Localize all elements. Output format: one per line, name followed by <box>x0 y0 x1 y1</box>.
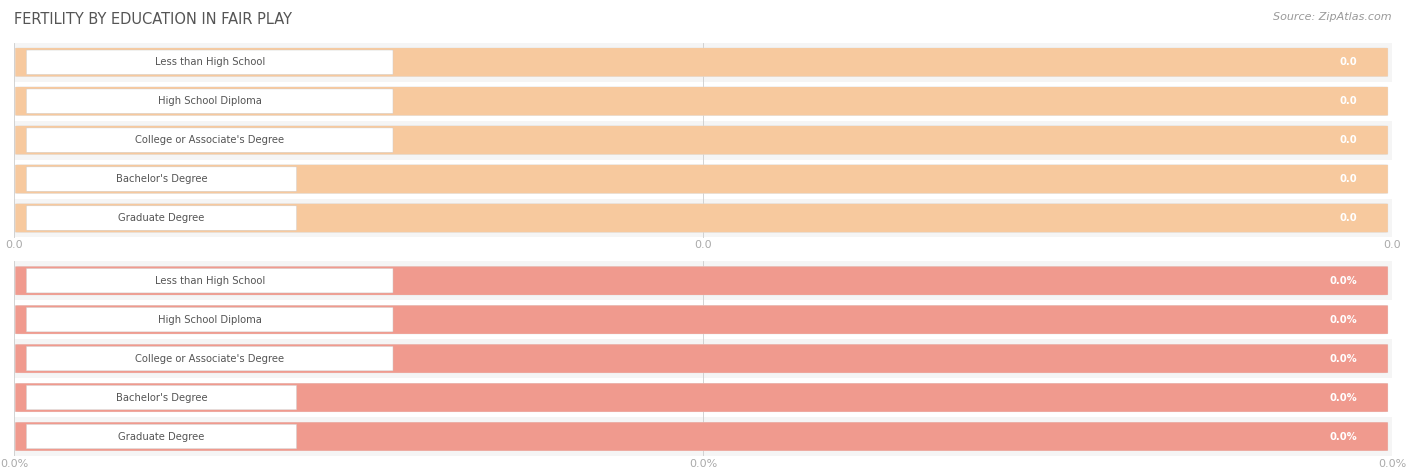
Text: 0.0: 0.0 <box>1340 174 1358 184</box>
FancyBboxPatch shape <box>15 305 1388 334</box>
Bar <box>14 160 1392 199</box>
Text: High School Diploma: High School Diploma <box>157 96 262 106</box>
FancyBboxPatch shape <box>15 266 1388 295</box>
FancyBboxPatch shape <box>27 346 394 371</box>
Text: College or Associate's Degree: College or Associate's Degree <box>135 353 284 364</box>
Text: Graduate Degree: Graduate Degree <box>118 431 205 442</box>
Text: 0.0%: 0.0% <box>1330 276 1358 286</box>
Bar <box>14 300 1392 339</box>
FancyBboxPatch shape <box>15 344 1388 373</box>
FancyBboxPatch shape <box>15 383 1388 412</box>
FancyBboxPatch shape <box>15 305 1388 334</box>
Bar <box>14 261 1392 300</box>
FancyBboxPatch shape <box>27 424 297 449</box>
Text: Less than High School: Less than High School <box>155 276 264 286</box>
Text: 0.0%: 0.0% <box>1330 431 1358 442</box>
FancyBboxPatch shape <box>15 87 1388 115</box>
FancyBboxPatch shape <box>15 204 1388 232</box>
FancyBboxPatch shape <box>15 266 1388 295</box>
FancyBboxPatch shape <box>15 126 1388 154</box>
FancyBboxPatch shape <box>27 50 394 75</box>
FancyBboxPatch shape <box>27 89 394 114</box>
Text: High School Diploma: High School Diploma <box>157 314 262 325</box>
FancyBboxPatch shape <box>15 422 1388 451</box>
FancyBboxPatch shape <box>27 307 394 332</box>
Text: 0.0: 0.0 <box>1340 96 1358 106</box>
FancyBboxPatch shape <box>27 268 394 293</box>
Text: 0.0%: 0.0% <box>1330 314 1358 325</box>
Text: FERTILITY BY EDUCATION IN FAIR PLAY: FERTILITY BY EDUCATION IN FAIR PLAY <box>14 12 292 27</box>
Bar <box>14 378 1392 417</box>
Text: Less than High School: Less than High School <box>155 57 264 67</box>
FancyBboxPatch shape <box>15 383 1388 412</box>
Text: 0.0%: 0.0% <box>1330 353 1358 364</box>
FancyBboxPatch shape <box>15 48 1388 76</box>
Text: Source: ZipAtlas.com: Source: ZipAtlas.com <box>1274 12 1392 22</box>
FancyBboxPatch shape <box>15 165 1388 193</box>
Bar <box>14 339 1392 378</box>
FancyBboxPatch shape <box>27 206 297 230</box>
Text: 0.0%: 0.0% <box>1330 392 1358 403</box>
FancyBboxPatch shape <box>27 128 394 152</box>
Text: 0.0: 0.0 <box>1340 57 1358 67</box>
Bar <box>14 121 1392 160</box>
FancyBboxPatch shape <box>15 126 1388 154</box>
FancyBboxPatch shape <box>15 87 1388 115</box>
FancyBboxPatch shape <box>15 204 1388 232</box>
Text: 0.0: 0.0 <box>1340 135 1358 145</box>
Text: Bachelor's Degree: Bachelor's Degree <box>115 174 207 184</box>
Text: College or Associate's Degree: College or Associate's Degree <box>135 135 284 145</box>
FancyBboxPatch shape <box>15 165 1388 193</box>
Text: Graduate Degree: Graduate Degree <box>118 213 205 223</box>
Bar <box>14 417 1392 456</box>
Text: Bachelor's Degree: Bachelor's Degree <box>115 392 207 403</box>
FancyBboxPatch shape <box>15 344 1388 373</box>
Text: 0.0: 0.0 <box>1340 213 1358 223</box>
Bar <box>14 43 1392 82</box>
FancyBboxPatch shape <box>27 385 297 410</box>
Bar <box>14 199 1392 238</box>
FancyBboxPatch shape <box>15 48 1388 76</box>
FancyBboxPatch shape <box>27 167 297 191</box>
Bar <box>14 82 1392 121</box>
FancyBboxPatch shape <box>15 422 1388 451</box>
